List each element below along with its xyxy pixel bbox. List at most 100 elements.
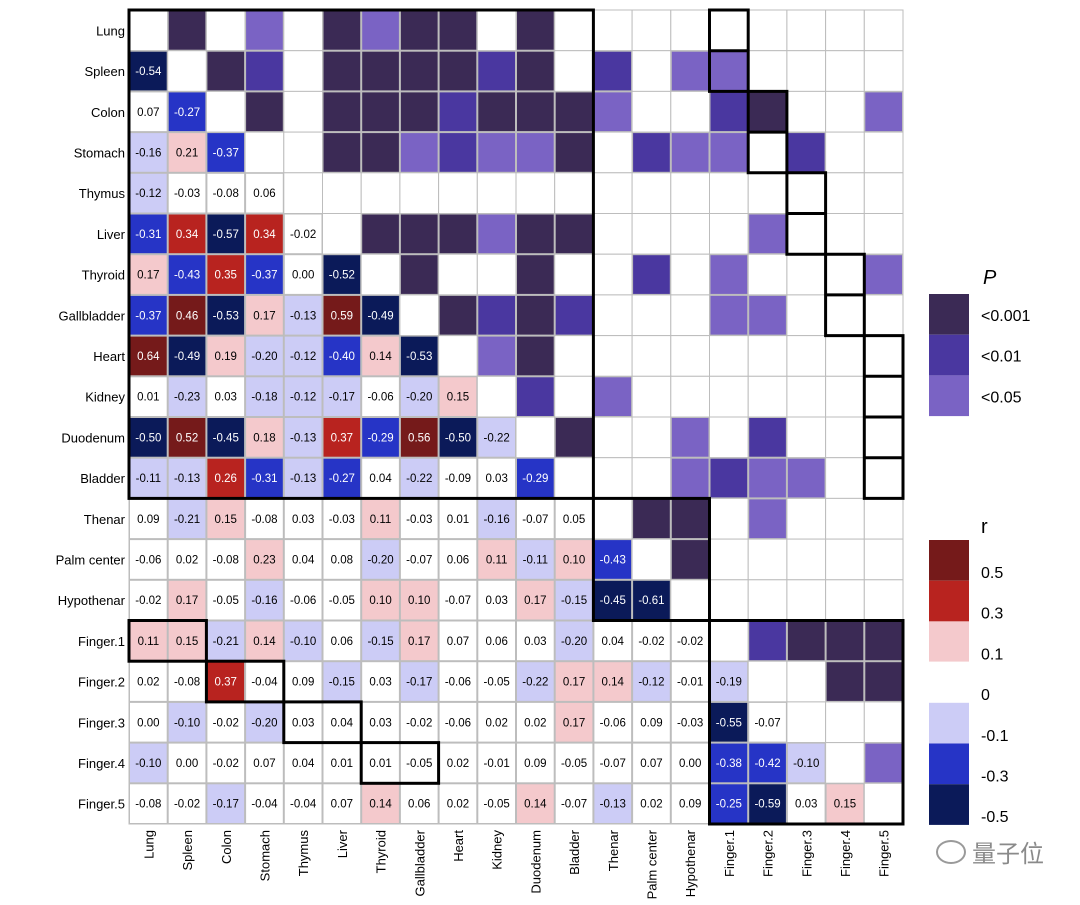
p-cell-stomach-liver	[322, 132, 362, 173]
r-cell-hypothenar-thymus	[283, 579, 323, 621]
r-cell-finger-5-stomach	[245, 783, 284, 824]
heatmap-cell	[709, 497, 749, 540]
p-cell-colon-duodenum	[516, 91, 555, 133]
r-cell-finger-1-thymus	[283, 620, 323, 662]
r-cell-finger-5-thymus	[283, 783, 323, 824]
heatmap-cell	[709, 335, 749, 377]
r-value-finger-4-stomach: 0.07	[253, 758, 275, 770]
p-cell-spleen-finger-1	[709, 50, 749, 92]
p-cell-thyroid-palm-center	[632, 254, 671, 295]
r-cell-spleen-lung	[129, 50, 168, 92]
p-cell-spleen-liver	[322, 50, 362, 92]
r-cell-stomach-spleen	[167, 132, 207, 173]
p-cell-spleen-gallbladder	[399, 50, 439, 92]
heatmap-cell	[825, 50, 865, 92]
r-cell-bladder-kidney	[477, 457, 516, 499]
legend-r-label: -0.1	[981, 728, 1009, 745]
heatmap-cell	[554, 375, 594, 418]
r-cell-finger-4-liver	[322, 742, 362, 784]
r-cell-finger-5-kidney	[477, 783, 516, 824]
heatmap-cell	[825, 9, 865, 52]
r-cell-liver-stomach	[245, 213, 284, 255]
p-cell-lung-liver	[322, 10, 362, 51]
r-value-heart-spleen: -0.49	[174, 351, 200, 363]
heatmap-cell	[709, 538, 749, 581]
r-cell-heart-lung	[129, 335, 168, 377]
p-cell-finger-2-finger-4	[825, 661, 865, 702]
r-value-gallbladder-stomach: 0.17	[253, 310, 275, 322]
r-value-finger-4-gallbladder: -0.05	[406, 758, 432, 770]
p-cell-gallbladder-duodenum	[516, 294, 555, 336]
r-cell-thenar-stomach	[245, 498, 284, 540]
p-cell-thenar-palm-center	[632, 498, 671, 540]
r-cell-palm-center-kidney	[477, 539, 516, 580]
r-value-kidney-liver: -0.17	[329, 392, 355, 404]
r-cell-bladder-thyroid	[361, 457, 400, 499]
r-value-finger-3-gallbladder: -0.02	[406, 717, 432, 729]
r-cell-liver-colon	[206, 213, 246, 255]
r-cell-kidney-gallbladder	[399, 376, 439, 417]
r-value-finger-3-heart: -0.06	[445, 717, 471, 729]
r-cell-hypothenar-gallbladder	[399, 579, 439, 621]
r-cell-palm-center-spleen	[167, 539, 207, 580]
r-cell-gallbladder-colon	[206, 294, 246, 336]
p-cell-stomach-gallbladder	[399, 132, 439, 173]
r-cell-finger-2-hypothenar	[670, 661, 710, 702]
r-cell-finger-2-lung	[129, 661, 168, 702]
r-value-duodenum-liver: 0.37	[331, 432, 353, 444]
r-cell-finger-4-heart	[438, 742, 478, 784]
p-cell-thenar-finger-2	[748, 498, 787, 540]
p-cell-stomach-heart	[438, 132, 478, 173]
r-value-finger-3-lung: 0.00	[137, 717, 159, 729]
heatmap-cell	[515, 172, 556, 215]
r-value-finger-4-thyroid: 0.01	[369, 758, 391, 770]
r-cell-bladder-heart	[438, 457, 478, 499]
r-value-bladder-duodenum: -0.29	[522, 473, 548, 485]
heatmap-cell	[747, 538, 788, 581]
heatmap-cell	[360, 172, 401, 215]
r-value-palm-center-gallbladder: -0.07	[406, 554, 432, 566]
r-value-finger-4-hypothenar: 0.00	[679, 758, 701, 770]
legend-r-swatch	[929, 702, 969, 744]
r-value-finger-5-kidney: -0.05	[484, 799, 510, 811]
heatmap-cell	[747, 9, 788, 52]
heatmap-cell	[631, 538, 672, 581]
r-cell-finger-4-colon	[206, 742, 246, 784]
p-cell-finger-1-finger-4	[825, 620, 865, 662]
r-value-finger-1-colon: -0.21	[213, 636, 239, 648]
r-cell-finger-5-bladder	[554, 783, 594, 824]
r-cell-finger-1-thyroid	[361, 620, 400, 662]
r-value-finger-4-duodenum: 0.09	[524, 758, 546, 770]
p-cell-stomach-duodenum	[516, 132, 555, 173]
r-value-hypothenar-stomach: -0.16	[251, 595, 277, 607]
heatmap-cell	[825, 457, 865, 499]
r-value-thenar-stomach: -0.08	[251, 514, 277, 526]
r-value-finger-2-kidney: -0.05	[484, 677, 510, 689]
legend-r-swatch	[929, 580, 969, 622]
r-value-heart-thyroid: 0.14	[369, 351, 392, 363]
r-cell-finger-1-liver	[322, 620, 362, 662]
col-label-gallbladder: Gallbladder	[412, 829, 427, 896]
r-value-hypothenar-thenar: -0.45	[600, 595, 626, 607]
group-outline-organs	[127, 8, 595, 500]
r-value-palm-center-thyroid: -0.20	[367, 554, 393, 566]
p-cell-colon-finger-1	[709, 91, 749, 133]
r-value-bladder-lung: -0.11	[136, 473, 161, 485]
heatmap-cell	[825, 294, 865, 337]
r-cell-finger-3-finger-1	[709, 701, 749, 743]
r-cell-kidney-thyroid	[361, 376, 400, 417]
r-value-liver-spleen: 0.34	[176, 229, 199, 241]
heatmap-cell	[554, 172, 594, 215]
legend-r-swatch	[929, 743, 969, 785]
r-cell-finger-4-stomach	[245, 742, 284, 784]
heatmap-cell	[825, 213, 865, 255]
r-value-liver-colon: -0.57	[213, 229, 239, 241]
legend-r-label: 0.1	[981, 646, 1003, 663]
r-cell-finger-5-lung	[129, 783, 168, 824]
r-value-finger-4-colon: -0.02	[213, 758, 239, 770]
r-value-finger-3-liver: 0.04	[331, 717, 354, 729]
r-cell-hypothenar-bladder	[554, 579, 594, 621]
r-value-palm-center-thenar: -0.43	[600, 554, 626, 566]
col-label-thenar: Thenar	[606, 829, 621, 871]
